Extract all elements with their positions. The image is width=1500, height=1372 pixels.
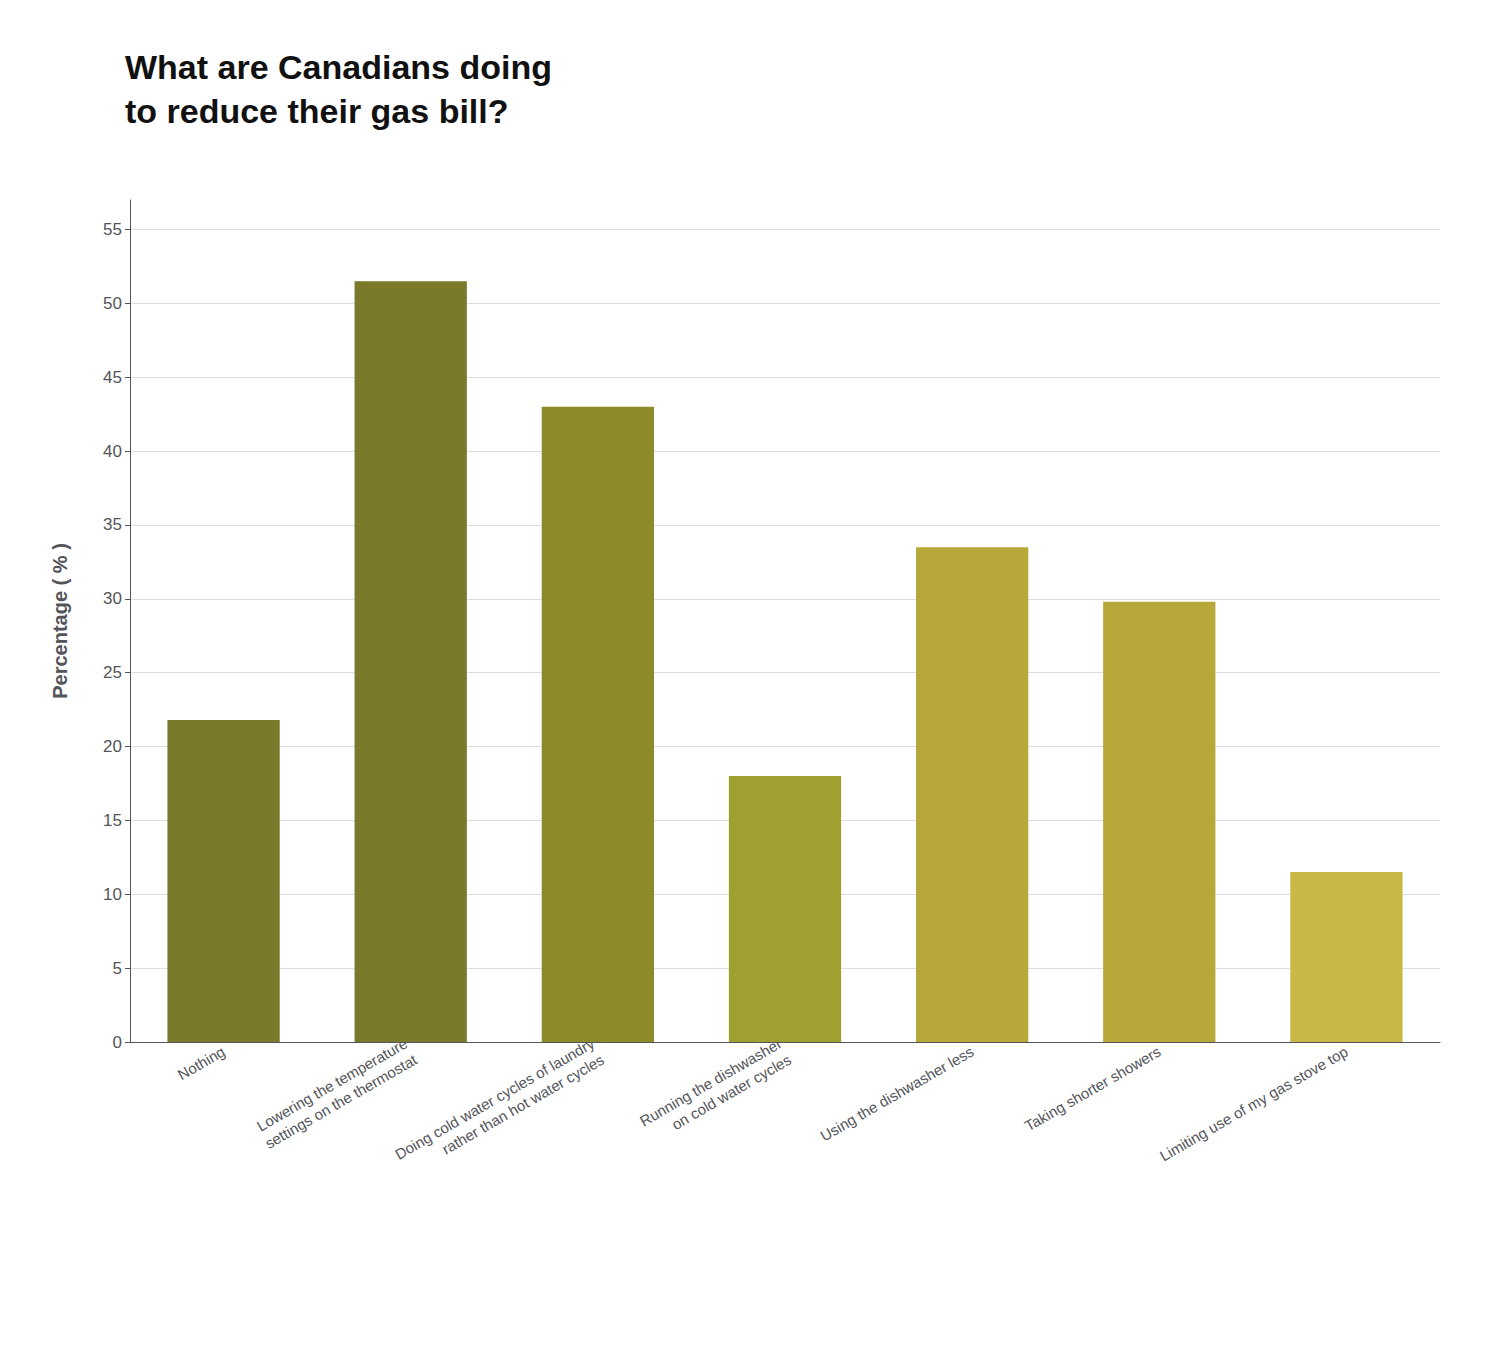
svg-text:Lowering the temperature: Lowering the temperature <box>253 1034 411 1135</box>
svg-text:on cold water cycles: on cold water cycles <box>669 1051 794 1133</box>
svg-text:Taking shorter showers: Taking shorter showers <box>1022 1043 1164 1135</box>
svg-text:5: 5 <box>113 959 122 978</box>
svg-text:10: 10 <box>103 885 122 904</box>
svg-text:0: 0 <box>113 1033 122 1052</box>
svg-text:35: 35 <box>103 515 122 534</box>
svg-text:15: 15 <box>103 811 122 830</box>
svg-text:Using the dishwasher less: Using the dishwasher less <box>817 1043 976 1145</box>
svg-text:20: 20 <box>103 737 122 756</box>
svg-text:30: 30 <box>103 589 122 608</box>
svg-text:40: 40 <box>103 442 122 461</box>
svg-text:settings on the thermostat: settings on the thermostat <box>262 1050 421 1151</box>
svg-text:to reduce their gas bill?: to reduce their gas bill? <box>125 92 509 130</box>
svg-text:50: 50 <box>103 294 122 313</box>
svg-text:Percentage ( % ): Percentage ( % ) <box>49 543 71 699</box>
svg-text:25: 25 <box>103 663 122 682</box>
svg-text:55: 55 <box>103 220 122 239</box>
svg-text:rather than hot water cycles: rather than hot water cycles <box>439 1051 607 1158</box>
svg-text:45: 45 <box>103 368 122 387</box>
svg-text:Doing cold water cycles of lau: Doing cold water cycles of laundry <box>392 1034 598 1163</box>
svg-text:Running the dishwasher: Running the dishwasher <box>636 1034 785 1130</box>
svg-text:Limiting use of my gas stove t: Limiting use of my gas stove top <box>1157 1043 1351 1165</box>
svg-text:What are Canadians doing: What are Canadians doing <box>125 48 552 86</box>
svg-text:Nothing: Nothing <box>175 1043 228 1084</box>
